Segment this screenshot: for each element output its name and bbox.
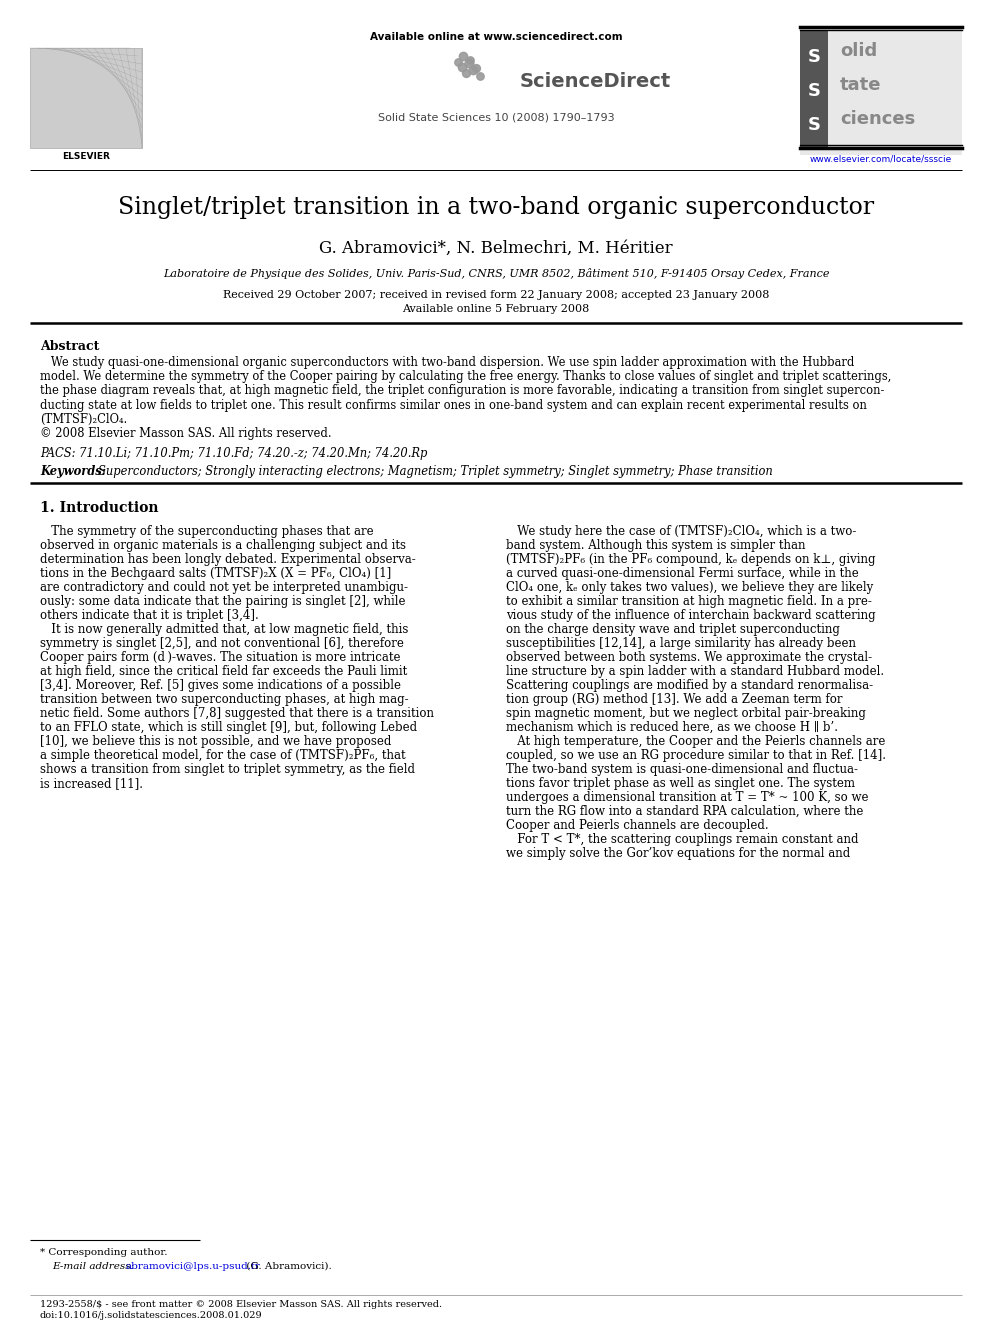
Text: Cooper and Peierls channels are decoupled.: Cooper and Peierls channels are decouple… xyxy=(506,819,769,832)
Text: Singlet/triplet transition in a two-band organic superconductor: Singlet/triplet transition in a two-band… xyxy=(118,196,874,220)
Text: line structure by a spin ladder with a standard Hubbard model.: line structure by a spin ladder with a s… xyxy=(506,665,884,679)
Text: The two-band system is quasi-one-dimensional and fluctua-: The two-band system is quasi-one-dimensi… xyxy=(506,763,858,777)
Text: For T < T*, the scattering couplings remain constant and: For T < T*, the scattering couplings rem… xyxy=(506,833,858,847)
Text: (TMTSF)₂ClO₄.: (TMTSF)₂ClO₄. xyxy=(40,413,127,426)
Text: Keywords:: Keywords: xyxy=(40,466,110,478)
Text: We study quasi-one-dimensional organic superconductors with two-band dispersion.: We study quasi-one-dimensional organic s… xyxy=(40,356,854,369)
Text: observed in organic materials is a challenging subject and its: observed in organic materials is a chall… xyxy=(40,540,406,552)
Text: to an FFLO state, which is still singlet [9], but, following Lebed: to an FFLO state, which is still singlet… xyxy=(40,721,417,734)
Text: we simply solve the Gor’kov equations for the normal and: we simply solve the Gor’kov equations fo… xyxy=(506,847,850,860)
Text: Available online 5 February 2008: Available online 5 February 2008 xyxy=(403,304,589,314)
Text: band system. Although this system is simpler than: band system. Although this system is sim… xyxy=(506,540,806,552)
Text: E-mail address:: E-mail address: xyxy=(52,1262,137,1271)
Text: ClO₄ one, kₑ only takes two values), we believe they are likely: ClO₄ one, kₑ only takes two values), we … xyxy=(506,581,873,594)
Text: G. Abramovici*, N. Belmechri, M. Héritier: G. Abramovici*, N. Belmechri, M. Héritie… xyxy=(319,239,673,257)
Text: PACS: 71.10.Li; 71.10.Pm; 71.10.Fd; 74.20.-z; 74.20.Mn; 74.20.Rp: PACS: 71.10.Li; 71.10.Pm; 71.10.Fd; 74.2… xyxy=(40,447,428,460)
Text: [3,4]. Moreover, Ref. [5] gives some indications of a possible: [3,4]. Moreover, Ref. [5] gives some ind… xyxy=(40,679,401,692)
Text: determination has been longly debated. Experimental observa-: determination has been longly debated. E… xyxy=(40,553,416,566)
Text: at high field, since the critical field far exceeds the Pauli limit: at high field, since the critical field … xyxy=(40,665,408,679)
Text: Abstract: Abstract xyxy=(40,340,99,353)
Text: abramovici@lps.u-psud.fr: abramovici@lps.u-psud.fr xyxy=(125,1262,260,1271)
Text: The symmetry of the superconducting phases that are: The symmetry of the superconducting phas… xyxy=(40,525,374,538)
Text: We study here the case of (TMTSF)₂ClO₄, which is a two-: We study here the case of (TMTSF)₂ClO₄, … xyxy=(506,525,856,538)
Text: vious study of the influence of interchain backward scattering: vious study of the influence of intercha… xyxy=(506,609,876,622)
Bar xyxy=(30,48,142,148)
Text: ously: some data indicate that the pairing is singlet [2], while: ously: some data indicate that the pairi… xyxy=(40,595,406,609)
Text: S: S xyxy=(807,82,820,101)
Text: S: S xyxy=(807,48,820,66)
Text: spin magnetic moment, but we neglect orbital pair-breaking: spin magnetic moment, but we neglect orb… xyxy=(506,708,866,720)
Text: * Corresponding author.: * Corresponding author. xyxy=(40,1248,168,1257)
Text: doi:10.1016/j.solidstatesciences.2008.01.029: doi:10.1016/j.solidstatesciences.2008.01… xyxy=(40,1311,263,1320)
Text: Laboratoire de Physique des Solides, Univ. Paris-Sud, CNRS, UMR 8502, Bâtiment 5: Laboratoire de Physique des Solides, Uni… xyxy=(163,269,829,279)
Text: coupled, so we use an RG procedure similar to that in Ref. [14].: coupled, so we use an RG procedure simil… xyxy=(506,749,886,762)
Text: model. We determine the symmetry of the Cooper pairing by calculating the free e: model. We determine the symmetry of the … xyxy=(40,370,892,384)
Text: undergoes a dimensional transition at T = T* ~ 100 K, so we: undergoes a dimensional transition at T … xyxy=(506,791,869,804)
Text: www.elsevier.com/locate/ssscie: www.elsevier.com/locate/ssscie xyxy=(809,155,952,164)
Text: S: S xyxy=(807,116,820,134)
Bar xyxy=(800,26,962,155)
Text: 1. Introduction: 1. Introduction xyxy=(40,501,159,515)
Text: At high temperature, the Cooper and the Peierls channels are: At high temperature, the Cooper and the … xyxy=(506,736,886,749)
Text: on the charge density wave and triplet superconducting: on the charge density wave and triplet s… xyxy=(506,623,840,636)
Text: tion group (RG) method [13]. We add a Zeeman term for: tion group (RG) method [13]. We add a Ze… xyxy=(506,693,842,706)
Text: to exhibit a similar transition at high magnetic field. In a pre-: to exhibit a similar transition at high … xyxy=(506,595,872,609)
Text: ScienceDirect: ScienceDirect xyxy=(520,71,672,91)
Text: is increased [11].: is increased [11]. xyxy=(40,777,143,790)
Text: are contradictory and could not yet be interpreted unambigu-: are contradictory and could not yet be i… xyxy=(40,581,408,594)
Text: [10], we believe this is not possible, and we have proposed: [10], we believe this is not possible, a… xyxy=(40,736,392,749)
Text: olid: olid xyxy=(840,42,877,60)
Text: turn the RG flow into a standard RPA calculation, where the: turn the RG flow into a standard RPA cal… xyxy=(506,806,863,818)
Text: (G. Abramovici).: (G. Abramovici). xyxy=(243,1262,331,1271)
Text: tate: tate xyxy=(840,75,882,94)
Text: © 2008 Elsevier Masson SAS. All rights reserved.: © 2008 Elsevier Masson SAS. All rights r… xyxy=(40,427,331,441)
Text: ducting state at low fields to triplet one. This result confirms similar ones in: ducting state at low fields to triplet o… xyxy=(40,398,867,411)
Text: ELSEVIER: ELSEVIER xyxy=(62,152,110,161)
Text: susceptibilities [12,14], a large similarity has already been: susceptibilities [12,14], a large simila… xyxy=(506,638,856,650)
Text: a curved quasi-one-dimensional Fermi surface, while in the: a curved quasi-one-dimensional Fermi sur… xyxy=(506,568,859,581)
Text: observed between both systems. We approximate the crystal-: observed between both systems. We approx… xyxy=(506,651,872,664)
Text: ciences: ciences xyxy=(840,110,916,128)
Text: mechanism which is reduced here, as we choose H ∥ b’.: mechanism which is reduced here, as we c… xyxy=(506,721,838,734)
Text: the phase diagram reveals that, at high magnetic field, the triplet configuratio: the phase diagram reveals that, at high … xyxy=(40,385,885,397)
Text: netic field. Some authors [7,8] suggested that there is a transition: netic field. Some authors [7,8] suggeste… xyxy=(40,708,434,720)
Text: Cooper pairs form (d )-waves. The situation is more intricate: Cooper pairs form (d )-waves. The situat… xyxy=(40,651,401,664)
Text: shows a transition from singlet to triplet symmetry, as the field: shows a transition from singlet to tripl… xyxy=(40,763,415,777)
Text: tions in the Bechgaard salts (TMTSF)₂X (X = PF₆, ClO₄) [1]: tions in the Bechgaard salts (TMTSF)₂X (… xyxy=(40,568,391,581)
Text: Superconductors; Strongly interacting electrons; Magnetism; Triplet symmetry; Si: Superconductors; Strongly interacting el… xyxy=(98,466,773,478)
Bar xyxy=(800,30,828,148)
Text: transition between two superconducting phases, at high mag-: transition between two superconducting p… xyxy=(40,693,409,706)
Text: Scattering couplings are modified by a standard renormalisa-: Scattering couplings are modified by a s… xyxy=(506,679,873,692)
Text: a simple theoretical model, for the case of (TMTSF)₂PF₆, that: a simple theoretical model, for the case… xyxy=(40,749,406,762)
Text: others indicate that it is triplet [3,4].: others indicate that it is triplet [3,4]… xyxy=(40,609,259,622)
Text: It is now generally admitted that, at low magnetic field, this: It is now generally admitted that, at lo… xyxy=(40,623,409,636)
Text: tions favor triplet phase as well as singlet one. The system: tions favor triplet phase as well as sin… xyxy=(506,777,855,790)
Text: (TMTSF)₂PF₆ (in the PF₆ compound, kₑ depends on k⊥, giving: (TMTSF)₂PF₆ (in the PF₆ compound, kₑ dep… xyxy=(506,553,876,566)
Text: Available online at www.sciencedirect.com: Available online at www.sciencedirect.co… xyxy=(370,32,622,42)
Text: symmetry is singlet [2,5], and not conventional [6], therefore: symmetry is singlet [2,5], and not conve… xyxy=(40,638,404,650)
Text: Received 29 October 2007; received in revised form 22 January 2008; accepted 23 : Received 29 October 2007; received in re… xyxy=(223,290,769,300)
Text: Solid State Sciences 10 (2008) 1790–1793: Solid State Sciences 10 (2008) 1790–1793 xyxy=(378,112,614,122)
Text: 1293-2558/$ - see front matter © 2008 Elsevier Masson SAS. All rights reserved.: 1293-2558/$ - see front matter © 2008 El… xyxy=(40,1301,442,1308)
